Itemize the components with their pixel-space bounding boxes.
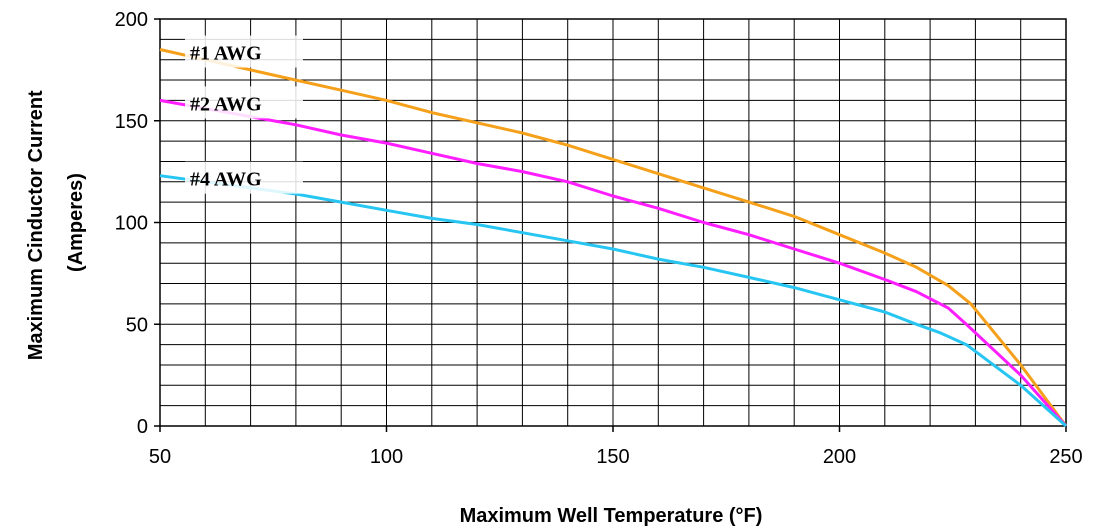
x-axis-title: Maximum Well Temperature (°F) bbox=[460, 505, 763, 527]
series-label-group: #2 AWG bbox=[185, 86, 303, 119]
y-axis-title-line-1: Maximum Cinductor Current bbox=[25, 90, 47, 360]
y-axis-title-line-2: (Amperes) bbox=[65, 173, 87, 272]
series-label-group: #1 AWG bbox=[185, 35, 303, 68]
y-axis-ticks: 0 50 100 150 200 bbox=[115, 9, 160, 438]
series-label-background bbox=[185, 161, 303, 194]
x-tick-label: 250 bbox=[1049, 446, 1082, 468]
x-tick-label: 50 bbox=[149, 446, 171, 468]
series-lines bbox=[159, 48, 1068, 428]
series-line-1 bbox=[159, 48, 1068, 427]
x-tick-label: 150 bbox=[596, 446, 629, 468]
y-tick-label: 50 bbox=[126, 314, 148, 336]
series-label-background bbox=[185, 86, 303, 119]
series-label: #2 AWG bbox=[190, 93, 262, 115]
series-label: #1 AWG bbox=[190, 43, 262, 65]
series-labels: #1 AWG #2 AWG #4 AWG bbox=[185, 35, 303, 194]
x-tick-label: 100 bbox=[370, 446, 403, 468]
x-axis-ticks: 50 100 150 200 250 bbox=[149, 426, 1083, 468]
y-tick-label: 0 bbox=[137, 416, 148, 438]
y-tick-label: 100 bbox=[115, 213, 148, 235]
y-tick-label: 150 bbox=[115, 111, 148, 133]
series-label: #4 AWG bbox=[190, 169, 262, 191]
series-label-background bbox=[185, 35, 303, 68]
y-tick-label: 200 bbox=[115, 9, 148, 31]
y-axis-title: Maximum Cinductor Current (Amperes) bbox=[25, 85, 87, 361]
series-line-3 bbox=[159, 174, 1068, 428]
series-label-group: #4 AWG bbox=[185, 161, 303, 194]
x-tick-label: 200 bbox=[823, 446, 856, 468]
series-line-2 bbox=[159, 98, 1068, 427]
